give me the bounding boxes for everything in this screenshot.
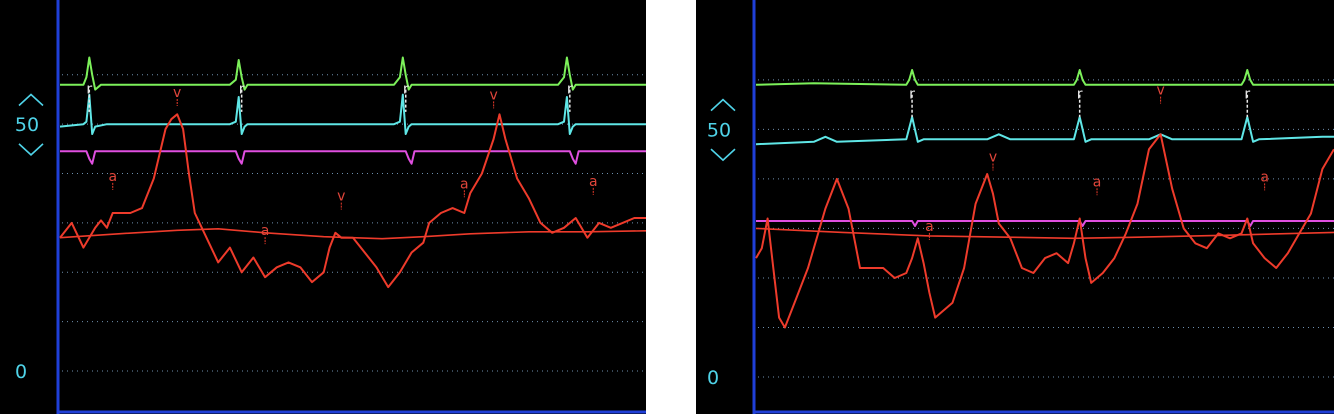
- scale-up-chevron-icon[interactable]: [18, 93, 44, 107]
- scale-down-chevron-icon[interactable]: [710, 148, 736, 162]
- r-marker-label: r: [1077, 87, 1083, 103]
- series-line-ecg1: [755, 69, 1334, 86]
- series-line-ecg2: [755, 116, 1334, 146]
- annotation-label-a: a: [589, 174, 598, 190]
- series-line-pressure-mean: [755, 227, 1334, 240]
- annotation-label-v: v: [337, 189, 345, 205]
- y-tick-label: 50: [15, 114, 39, 136]
- annotation-label-a: a: [1260, 169, 1269, 185]
- series-line-pressure: [59, 113, 646, 289]
- right-waveform-chart: 50 0 r r r a v a v a: [707, 0, 1334, 414]
- annotation-label-a: a: [1093, 174, 1102, 190]
- r-marker-label: r: [567, 82, 573, 98]
- annotation-label-a: a: [460, 176, 469, 192]
- series-line-pressure-mean: [59, 228, 646, 240]
- right-monitor-panel: 50 0 r r r a v a v a: [696, 0, 1334, 414]
- scale-up-chevron-icon[interactable]: [710, 98, 736, 112]
- scale-down-chevron-icon[interactable]: [18, 143, 44, 156]
- r-marker-label: r: [86, 82, 92, 98]
- r-marker-label: r: [403, 82, 409, 98]
- annotation-label-a: a: [108, 169, 117, 185]
- annotation-label-a: a: [261, 223, 270, 239]
- series-line-ecg2: [59, 93, 646, 135]
- series-line-ecg1: [60, 56, 646, 91]
- annotation-label-v: v: [1156, 83, 1164, 99]
- left-monitor-panel: 50 0 r r r r a v a v a v a: [0, 0, 646, 414]
- series-line-trace3: [60, 150, 646, 165]
- series-line-trace3: [756, 220, 1334, 227]
- r-marker-label: r: [909, 87, 915, 103]
- y-tick-label: 0: [707, 367, 719, 389]
- annotation-label-a: a: [925, 219, 934, 235]
- annotation-label-v: v: [489, 87, 497, 103]
- r-marker-label: r: [239, 82, 245, 98]
- y-tick-label: 50: [707, 119, 731, 141]
- y-tick-label: 0: [15, 361, 27, 383]
- r-marker-label: r: [1244, 87, 1250, 103]
- annotation-label-v: v: [989, 150, 997, 166]
- annotation-label-v: v: [173, 85, 181, 101]
- left-waveform-chart: 50 0 r r r r a v a v a v a: [15, 0, 646, 414]
- series-line-pressure: [755, 133, 1334, 329]
